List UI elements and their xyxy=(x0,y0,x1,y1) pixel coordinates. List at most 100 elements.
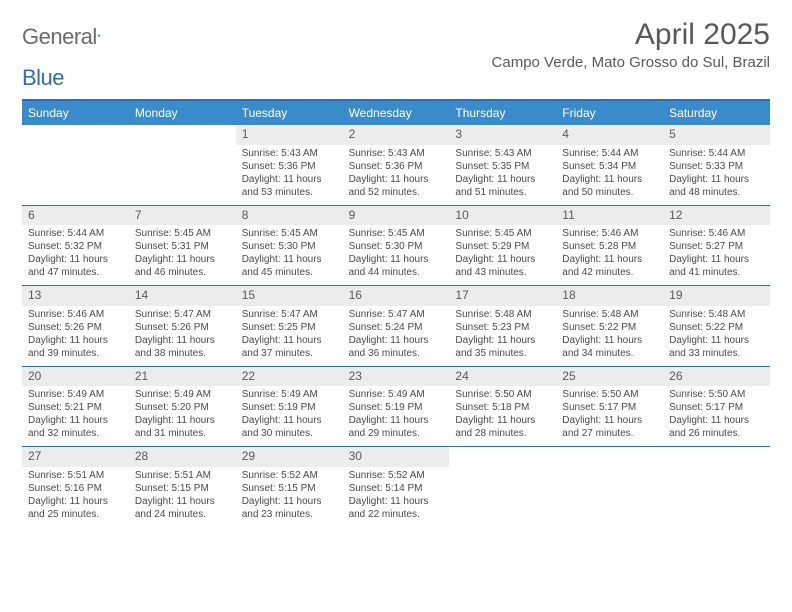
calendar-week: 1Sunrise: 5:43 AMSunset: 5:36 PMDaylight… xyxy=(22,125,770,205)
day-header: Friday xyxy=(556,101,663,125)
day-number: 28 xyxy=(129,447,236,467)
daylight-line: Daylight: 11 hours and 38 minutes. xyxy=(135,334,230,360)
daylight-line: Daylight: 11 hours and 35 minutes. xyxy=(455,334,550,360)
day-header: Wednesday xyxy=(343,101,450,125)
calendar-cell xyxy=(556,447,663,527)
logo-word1: General xyxy=(22,24,97,50)
sunset-line: Sunset: 5:15 PM xyxy=(242,482,337,495)
daylight-line: Daylight: 11 hours and 44 minutes. xyxy=(349,253,444,279)
calendar-cell: 29Sunrise: 5:52 AMSunset: 5:15 PMDayligh… xyxy=(236,447,343,527)
sunset-line: Sunset: 5:25 PM xyxy=(242,321,337,334)
calendar-cell: 24Sunrise: 5:50 AMSunset: 5:18 PMDayligh… xyxy=(449,367,556,447)
daylight-line: Daylight: 11 hours and 25 minutes. xyxy=(28,495,123,521)
day-number: 18 xyxy=(556,286,663,306)
calendar-cell: 15Sunrise: 5:47 AMSunset: 5:25 PMDayligh… xyxy=(236,286,343,366)
calendar-week: 6Sunrise: 5:44 AMSunset: 5:32 PMDaylight… xyxy=(22,205,770,286)
sunrise-line: Sunrise: 5:43 AM xyxy=(242,147,337,160)
daylight-line: Daylight: 11 hours and 39 minutes. xyxy=(28,334,123,360)
calendar-cell: 16Sunrise: 5:47 AMSunset: 5:24 PMDayligh… xyxy=(343,286,450,366)
sunrise-line: Sunrise: 5:45 AM xyxy=(349,227,444,240)
sunset-line: Sunset: 5:16 PM xyxy=(28,482,123,495)
day-body: Sunrise: 5:50 AMSunset: 5:17 PMDaylight:… xyxy=(663,386,770,446)
daylight-line: Daylight: 11 hours and 29 minutes. xyxy=(349,414,444,440)
daylight-line: Daylight: 11 hours and 32 minutes. xyxy=(28,414,123,440)
sunset-line: Sunset: 5:17 PM xyxy=(669,401,764,414)
daylight-line: Daylight: 11 hours and 33 minutes. xyxy=(669,334,764,360)
day-number: 9 xyxy=(343,206,450,226)
calendar-cell: 10Sunrise: 5:45 AMSunset: 5:29 PMDayligh… xyxy=(449,206,556,286)
daylight-line: Daylight: 11 hours and 53 minutes. xyxy=(242,173,337,199)
daylight-line: Daylight: 11 hours and 28 minutes. xyxy=(455,414,550,440)
day-body: Sunrise: 5:44 AMSunset: 5:34 PMDaylight:… xyxy=(556,145,663,205)
sunset-line: Sunset: 5:18 PM xyxy=(455,401,550,414)
sunset-line: Sunset: 5:17 PM xyxy=(562,401,657,414)
daylight-line: Daylight: 11 hours and 26 minutes. xyxy=(669,414,764,440)
calendar-cell xyxy=(663,447,770,527)
sunset-line: Sunset: 5:29 PM xyxy=(455,240,550,253)
sunrise-line: Sunrise: 5:51 AM xyxy=(28,469,123,482)
daylight-line: Daylight: 11 hours and 41 minutes. xyxy=(669,253,764,279)
calendar-week: 20Sunrise: 5:49 AMSunset: 5:21 PMDayligh… xyxy=(22,366,770,447)
day-body: Sunrise: 5:49 AMSunset: 5:20 PMDaylight:… xyxy=(129,386,236,446)
sunset-line: Sunset: 5:19 PM xyxy=(242,401,337,414)
daylight-line: Daylight: 11 hours and 48 minutes. xyxy=(669,173,764,199)
daylight-line: Daylight: 11 hours and 51 minutes. xyxy=(455,173,550,199)
calendar-cell: 13Sunrise: 5:46 AMSunset: 5:26 PMDayligh… xyxy=(22,286,129,366)
day-number: 10 xyxy=(449,206,556,226)
day-body: Sunrise: 5:43 AMSunset: 5:36 PMDaylight:… xyxy=(343,145,450,205)
sunrise-line: Sunrise: 5:46 AM xyxy=(28,308,123,321)
calendar-cell: 11Sunrise: 5:46 AMSunset: 5:28 PMDayligh… xyxy=(556,206,663,286)
day-number: 13 xyxy=(22,286,129,306)
day-body: Sunrise: 5:51 AMSunset: 5:15 PMDaylight:… xyxy=(129,467,236,527)
sunrise-line: Sunrise: 5:48 AM xyxy=(669,308,764,321)
day-number: 5 xyxy=(663,125,770,145)
calendar-cell: 30Sunrise: 5:52 AMSunset: 5:14 PMDayligh… xyxy=(343,447,450,527)
sunset-line: Sunset: 5:22 PM xyxy=(562,321,657,334)
calendar-cell: 27Sunrise: 5:51 AMSunset: 5:16 PMDayligh… xyxy=(22,447,129,527)
day-body: Sunrise: 5:47 AMSunset: 5:25 PMDaylight:… xyxy=(236,306,343,366)
day-body: Sunrise: 5:52 AMSunset: 5:15 PMDaylight:… xyxy=(236,467,343,527)
day-number: 15 xyxy=(236,286,343,306)
sunrise-line: Sunrise: 5:44 AM xyxy=(562,147,657,160)
sunrise-line: Sunrise: 5:47 AM xyxy=(349,308,444,321)
sunset-line: Sunset: 5:34 PM xyxy=(562,160,657,173)
sunset-line: Sunset: 5:22 PM xyxy=(669,321,764,334)
sunset-line: Sunset: 5:15 PM xyxy=(135,482,230,495)
sunset-line: Sunset: 5:27 PM xyxy=(669,240,764,253)
sunrise-line: Sunrise: 5:44 AM xyxy=(28,227,123,240)
sunrise-line: Sunrise: 5:48 AM xyxy=(562,308,657,321)
daylight-line: Daylight: 11 hours and 36 minutes. xyxy=(349,334,444,360)
calendar-cell: 25Sunrise: 5:50 AMSunset: 5:17 PMDayligh… xyxy=(556,367,663,447)
sunrise-line: Sunrise: 5:44 AM xyxy=(669,147,764,160)
calendar-cell xyxy=(22,125,129,205)
sunrise-line: Sunrise: 5:49 AM xyxy=(28,388,123,401)
day-number: 14 xyxy=(129,286,236,306)
day-number: 30 xyxy=(343,447,450,467)
day-body: Sunrise: 5:45 AMSunset: 5:30 PMDaylight:… xyxy=(236,225,343,285)
day-header: Saturday xyxy=(663,101,770,125)
sunrise-line: Sunrise: 5:52 AM xyxy=(242,469,337,482)
day-body: Sunrise: 5:43 AMSunset: 5:36 PMDaylight:… xyxy=(236,145,343,205)
daylight-line: Daylight: 11 hours and 24 minutes. xyxy=(135,495,230,521)
day-number: 16 xyxy=(343,286,450,306)
day-number: 3 xyxy=(449,125,556,145)
calendar-cell: 7Sunrise: 5:45 AMSunset: 5:31 PMDaylight… xyxy=(129,206,236,286)
calendar-cell: 3Sunrise: 5:43 AMSunset: 5:35 PMDaylight… xyxy=(449,125,556,205)
sunrise-line: Sunrise: 5:45 AM xyxy=(135,227,230,240)
sunrise-line: Sunrise: 5:45 AM xyxy=(242,227,337,240)
calendar-week: 27Sunrise: 5:51 AMSunset: 5:16 PMDayligh… xyxy=(22,446,770,527)
day-number: 7 xyxy=(129,206,236,226)
calendar-cell xyxy=(129,125,236,205)
sunrise-line: Sunrise: 5:48 AM xyxy=(455,308,550,321)
sunset-line: Sunset: 5:35 PM xyxy=(455,160,550,173)
sunrise-line: Sunrise: 5:52 AM xyxy=(349,469,444,482)
day-body: Sunrise: 5:49 AMSunset: 5:19 PMDaylight:… xyxy=(343,386,450,446)
sunrise-line: Sunrise: 5:43 AM xyxy=(349,147,444,160)
sunrise-line: Sunrise: 5:46 AM xyxy=(669,227,764,240)
daylight-line: Daylight: 11 hours and 46 minutes. xyxy=(135,253,230,279)
sunset-line: Sunset: 5:26 PM xyxy=(135,321,230,334)
sunset-line: Sunset: 5:33 PM xyxy=(669,160,764,173)
day-number: 1 xyxy=(236,125,343,145)
day-body: Sunrise: 5:44 AMSunset: 5:32 PMDaylight:… xyxy=(22,225,129,285)
day-number: 21 xyxy=(129,367,236,387)
